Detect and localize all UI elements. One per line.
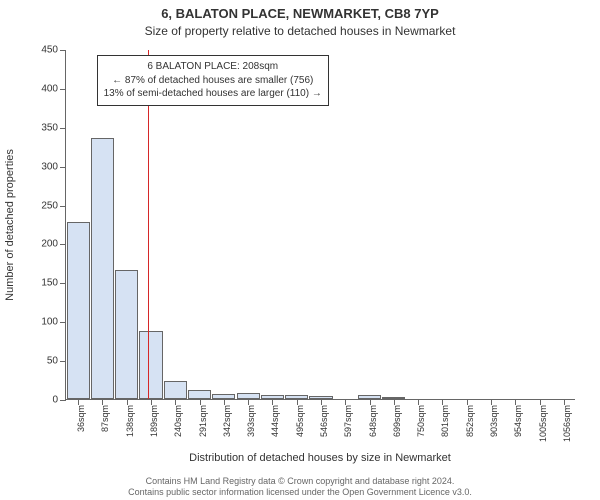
- plot-area: 05010015020025030035040045036sqm87sqm138…: [65, 50, 575, 400]
- y-tick-label: 250: [41, 200, 66, 211]
- x-tick-label: 444sqm: [270, 405, 280, 437]
- histogram-bar: [139, 331, 162, 399]
- x-tick-label: 903sqm: [489, 405, 499, 437]
- y-tick-label: 400: [41, 83, 66, 94]
- x-tick-label: 189sqm: [149, 405, 159, 437]
- y-tick-label: 50: [47, 356, 66, 367]
- histogram-bar: [237, 393, 260, 399]
- x-tick-label: 495sqm: [295, 405, 305, 437]
- y-tick-label: 0: [52, 395, 66, 406]
- annotation-line-smaller: ← 87% of detached houses are smaller (75…: [104, 74, 322, 88]
- histogram-bar: [358, 395, 381, 399]
- histogram-bar: [115, 270, 138, 399]
- x-tick-label: 1005sqm: [538, 405, 548, 442]
- x-tick-label: 546sqm: [319, 405, 329, 437]
- x-tick-label: 87sqm: [100, 405, 110, 432]
- x-tick-label: 291sqm: [198, 405, 208, 437]
- y-tick-label: 100: [41, 317, 66, 328]
- histogram-bar: [67, 222, 90, 399]
- x-tick-label: 750sqm: [416, 405, 426, 437]
- histogram-bar: [188, 390, 211, 399]
- y-tick-label: 300: [41, 161, 66, 172]
- histogram-bar: [261, 395, 284, 399]
- x-tick-label: 648sqm: [368, 405, 378, 437]
- x-tick-label: 342sqm: [222, 405, 232, 437]
- y-tick-label: 200: [41, 239, 66, 250]
- x-tick-label: 1056sqm: [562, 405, 572, 442]
- y-tick-label: 450: [41, 45, 66, 56]
- annotation-line-property: 6 BALATON PLACE: 208sqm: [104, 60, 322, 74]
- x-tick-label: 393sqm: [246, 405, 256, 437]
- annotation-line-larger: 13% of semi-detached houses are larger (…: [104, 87, 322, 101]
- footer-line-2: Contains public sector information licen…: [0, 487, 600, 498]
- histogram-bar: [164, 381, 187, 399]
- histogram-bar: [382, 397, 405, 399]
- histogram-bar: [285, 395, 308, 399]
- histogram-bar: [309, 396, 332, 399]
- y-tick-label: 150: [41, 278, 66, 289]
- x-tick-label: 138sqm: [125, 405, 135, 437]
- x-tick-label: 240sqm: [173, 405, 183, 437]
- x-tick-label: 954sqm: [513, 405, 523, 437]
- chart-subtitle: Size of property relative to detached ho…: [0, 24, 600, 38]
- annotation-box: 6 BALATON PLACE: 208sqm← 87% of detached…: [97, 55, 329, 106]
- y-tick-label: 350: [41, 122, 66, 133]
- y-axis-label: Number of detached properties: [4, 149, 16, 301]
- x-tick-label: 801sqm: [440, 405, 450, 437]
- chart-title-address: 6, BALATON PLACE, NEWMARKET, CB8 7YP: [0, 6, 600, 21]
- x-tick-label: 699sqm: [392, 405, 402, 437]
- footer-line-1: Contains HM Land Registry data © Crown c…: [0, 476, 600, 487]
- x-tick-label: 36sqm: [76, 405, 86, 432]
- x-tick-label: 852sqm: [465, 405, 475, 437]
- x-tick-label: 597sqm: [343, 405, 353, 437]
- x-axis-label: Distribution of detached houses by size …: [65, 452, 575, 464]
- histogram-bar: [212, 394, 235, 399]
- footer-attribution: Contains HM Land Registry data © Crown c…: [0, 476, 600, 499]
- histogram-bar: [91, 138, 114, 399]
